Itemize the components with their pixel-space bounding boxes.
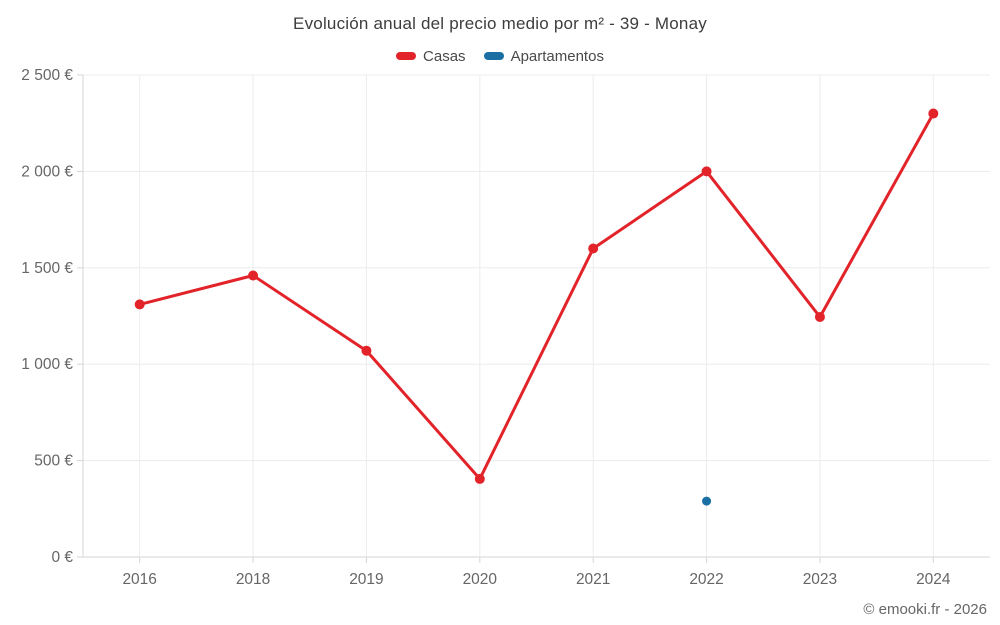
x-axis-label: 2024: [916, 571, 951, 588]
chart-title: Evolución anual del precio medio por m² …: [293, 14, 707, 33]
legend-label: Apartamentos: [510, 47, 604, 65]
credit-link[interactable]: © emooki.fr - 2026: [863, 601, 987, 618]
x-axis-label: 2023: [803, 571, 837, 588]
y-axis-label: 1 000 €: [21, 356, 73, 373]
y-axis-label: 0 €: [51, 549, 73, 566]
legend-item-casas[interactable]: Casas: [396, 48, 466, 65]
legend: Casas Apartamentos: [0, 46, 1000, 66]
casas-point[interactable]: [134, 299, 145, 310]
legend-marker: [396, 52, 417, 60]
casas-point[interactable]: [814, 311, 825, 322]
x-axis-label: 2020: [463, 571, 498, 588]
casas-point[interactable]: [474, 473, 485, 484]
casas-point[interactable]: [588, 243, 599, 254]
y-axis-label: 500 €: [34, 453, 73, 470]
casas-point[interactable]: [928, 108, 939, 119]
apartamentos-point[interactable]: [702, 496, 712, 506]
legend-label: Casas: [423, 47, 466, 65]
y-axis-label: 1 500 €: [21, 260, 73, 277]
legend-item-apartamentos[interactable]: Apartamentos: [483, 47, 604, 65]
x-axis-label: 2016: [122, 571, 156, 588]
x-axis-label: 2022: [689, 571, 723, 588]
y-axis-label: 2 000 €: [21, 163, 73, 180]
x-axis-label: 2021: [576, 571, 610, 588]
legend-marker: [483, 52, 504, 60]
x-axis-label: 2019: [349, 571, 383, 588]
casas-point[interactable]: [701, 166, 712, 177]
y-axis-label: 2 500 €: [21, 67, 73, 84]
casas-point[interactable]: [361, 345, 372, 356]
casas-line: [138, 112, 935, 481]
casas-point[interactable]: [248, 270, 259, 281]
x-axis-label: 2018: [236, 571, 270, 588]
